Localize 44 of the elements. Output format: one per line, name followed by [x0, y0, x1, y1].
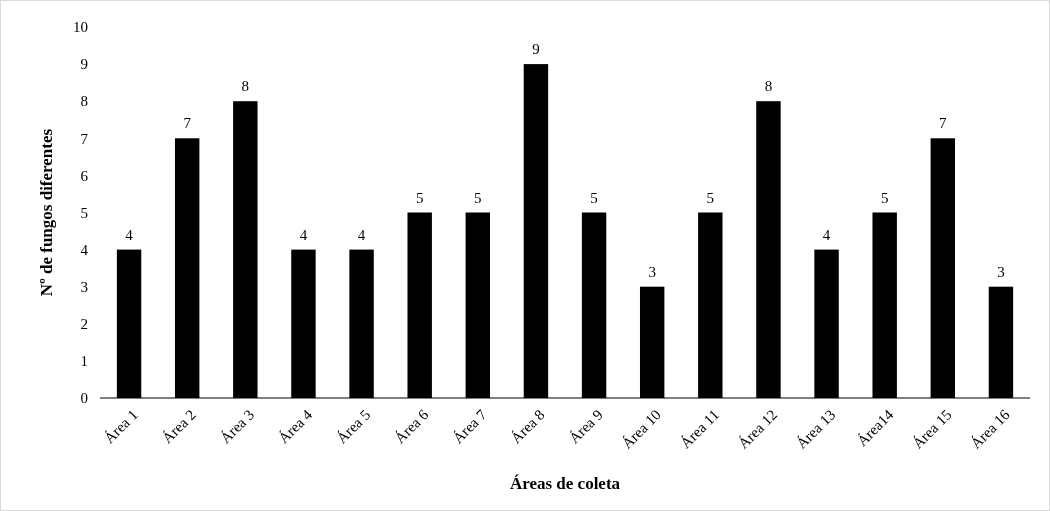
x-tick-label: Área 13 [793, 406, 839, 452]
data-label: 7 [183, 115, 192, 132]
x-axis-title: Áreas de coleta [509, 474, 621, 493]
x-tick-label: Área 7 [449, 406, 490, 447]
y-tick-label: 2 [80, 316, 88, 333]
data-label: 5 [415, 189, 424, 206]
x-tick-label: Área 8 [507, 406, 548, 447]
data-label: 5 [590, 189, 598, 206]
data-label: 4 [357, 226, 366, 243]
data-label: 4 [299, 226, 308, 243]
data-label: 9 [532, 41, 540, 58]
x-tick-label: Área 3 [217, 406, 258, 447]
x-tick-label: Área 5 [333, 406, 374, 447]
y-tick-label: 10 [73, 19, 88, 36]
x-tick-label: Área 4 [275, 406, 316, 447]
y-tick-label: 8 [80, 93, 88, 110]
data-label: 5 [474, 189, 482, 206]
x-tick-label: Área 2 [159, 406, 200, 447]
y-tick-label: 9 [80, 56, 88, 73]
data-label: 4 [125, 226, 134, 243]
x-tick-label: Área 12 [735, 406, 781, 452]
data-label: 4 [822, 226, 831, 243]
x-tick-label: Área 6 [391, 406, 432, 447]
x-tick-label: Área 10 [618, 406, 665, 452]
data-label: 5 [706, 189, 715, 206]
y-tick-label: 3 [80, 278, 88, 295]
y-tick-label: 7 [80, 130, 89, 147]
x-tick-label: Área 16 [967, 406, 1014, 452]
x-tick-label: Área 9 [566, 406, 606, 447]
data-label: 5 [880, 189, 889, 206]
x-tick-label: Área 1 [101, 406, 141, 447]
data-label: 7 [939, 115, 948, 132]
y-axis-title: Nº de fungos diferentes [37, 128, 56, 297]
y-tick-label: 1 [80, 353, 88, 370]
data-label: 8 [241, 78, 250, 95]
y-tick-label: 5 [80, 204, 88, 221]
x-tick-label: Área 11 [677, 406, 723, 452]
y-tick-label: 0 [80, 390, 88, 407]
data-label: 3 [997, 263, 1005, 280]
data-label: 3 [648, 263, 656, 280]
y-tick-label: 6 [80, 167, 89, 184]
x-tick-label: Área 15 [909, 406, 955, 452]
data-label: 8 [764, 78, 773, 95]
y-tick-label: 4 [80, 241, 89, 258]
